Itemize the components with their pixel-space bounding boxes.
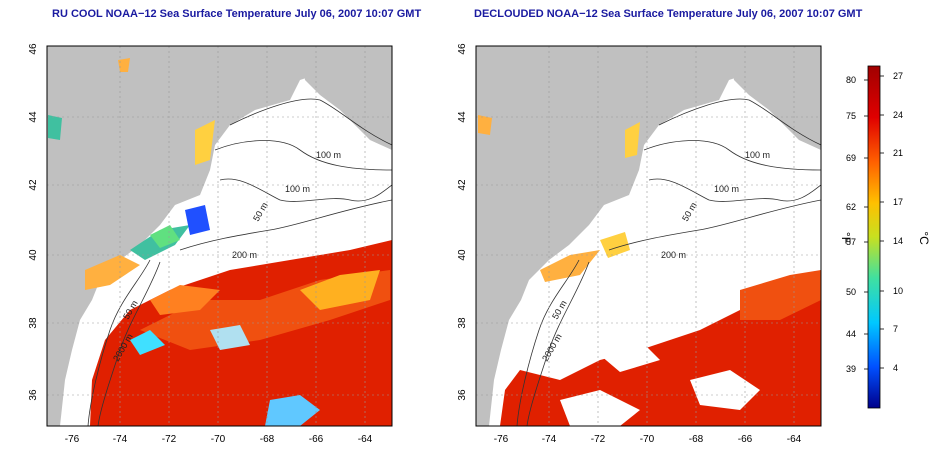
fahrenheit-tick: 39: [846, 364, 856, 374]
left-x-tick: -70: [211, 434, 226, 445]
right-y-tick: 40: [457, 249, 468, 261]
right-x-tick: -68: [689, 434, 704, 445]
left-panel-title: RU COOL NOAA−12 Sea Surface Temperature …: [52, 8, 422, 20]
celsius-tick: 17: [893, 197, 903, 207]
celsius-tick: 4: [893, 363, 898, 373]
left-x-tick: -72: [162, 434, 177, 445]
right-isobaths: [516, 98, 821, 426]
right-land: [476, 46, 821, 426]
colorbar-celsius-ticks: 27 24 21 17 14 10 7 4: [893, 71, 903, 373]
right-contour-label-200: 200 m: [661, 250, 686, 260]
celsius-tick: 7: [893, 324, 898, 334]
fahrenheit-tick: 57: [846, 237, 856, 247]
left-contour-label-100b: 100 m: [285, 184, 310, 194]
celsius-tick: 21: [893, 148, 903, 158]
fahrenheit-tick: 69: [846, 153, 856, 163]
right-contour-label-100a: 100 m: [745, 150, 770, 160]
right-map-frame: [475, 45, 822, 427]
right-x-tick: -72: [591, 434, 606, 445]
left-land: [47, 46, 392, 426]
right-y-tick: 44: [457, 111, 468, 123]
left-contour-label-100a: 100 m: [316, 150, 341, 160]
left-x-tick: -76: [65, 434, 80, 445]
right-y-axis: 36 38 40 42 44 46: [457, 43, 468, 401]
left-y-tick: 40: [28, 249, 39, 261]
left-y-tick: 44: [28, 111, 39, 123]
left-y-tick: 42: [28, 179, 39, 191]
colorbar-tick-marks: [864, 75, 884, 370]
right-map-area: 100 m 100 m 50 m 200 m 50 m 2000 m: [476, 46, 821, 426]
fahrenheit-tick: 75: [846, 111, 856, 121]
colorbar-fahrenheit-ticks: 80 75 69 62 57 50 44 39: [846, 75, 856, 374]
right-x-tick: -66: [738, 434, 753, 445]
left-contour-label-200: 200 m: [232, 250, 257, 260]
right-x-axis: -76 -74 -72 -70 -68 -66 -64: [494, 434, 802, 445]
left-y-axis: 36 38 40 42 44 46: [28, 43, 39, 401]
right-y-tick: 42: [457, 179, 468, 191]
right-x-tick: -74: [542, 434, 557, 445]
right-x-tick: -70: [640, 434, 655, 445]
left-x-tick: -66: [309, 434, 324, 445]
left-x-tick: -64: [358, 434, 373, 445]
fahrenheit-tick: 50: [846, 287, 856, 297]
colorbar-fahrenheit-label: °F: [839, 232, 853, 244]
celsius-tick: 10: [893, 286, 903, 296]
right-y-tick: 38: [457, 317, 468, 329]
left-isobaths: [87, 98, 392, 426]
left-x-axis: -76 -74 -72 -70 -68 -66 -64: [65, 434, 373, 445]
right-y-tick: 46: [457, 43, 468, 55]
right-contour-label-100b: 100 m: [714, 184, 739, 194]
right-x-tick: -76: [494, 434, 509, 445]
celsius-tick: 14: [893, 236, 903, 246]
left-map-area: 100 m 100 m 50 m 200 m 50 m 2000 m: [47, 46, 392, 426]
left-map-frame: [46, 45, 393, 427]
right-y-tick: 36: [457, 389, 468, 401]
temperature-colorbar: [867, 65, 881, 409]
fahrenheit-tick: 62: [846, 202, 856, 212]
left-y-tick: 46: [28, 43, 39, 55]
fahrenheit-tick: 80: [846, 75, 856, 85]
fahrenheit-tick: 44: [846, 329, 856, 339]
right-x-tick: -64: [787, 434, 802, 445]
celsius-tick: 24: [893, 110, 903, 120]
left-x-tick: -74: [113, 434, 128, 445]
left-x-tick: -68: [260, 434, 275, 445]
left-y-tick: 36: [28, 389, 39, 401]
right-panel-title: DECLOUDED NOAA−12 Sea Surface Temperatur…: [474, 8, 863, 20]
colorbar-celsius-label: °C: [917, 231, 931, 245]
celsius-tick: 27: [893, 71, 903, 81]
left-y-tick: 38: [28, 317, 39, 329]
